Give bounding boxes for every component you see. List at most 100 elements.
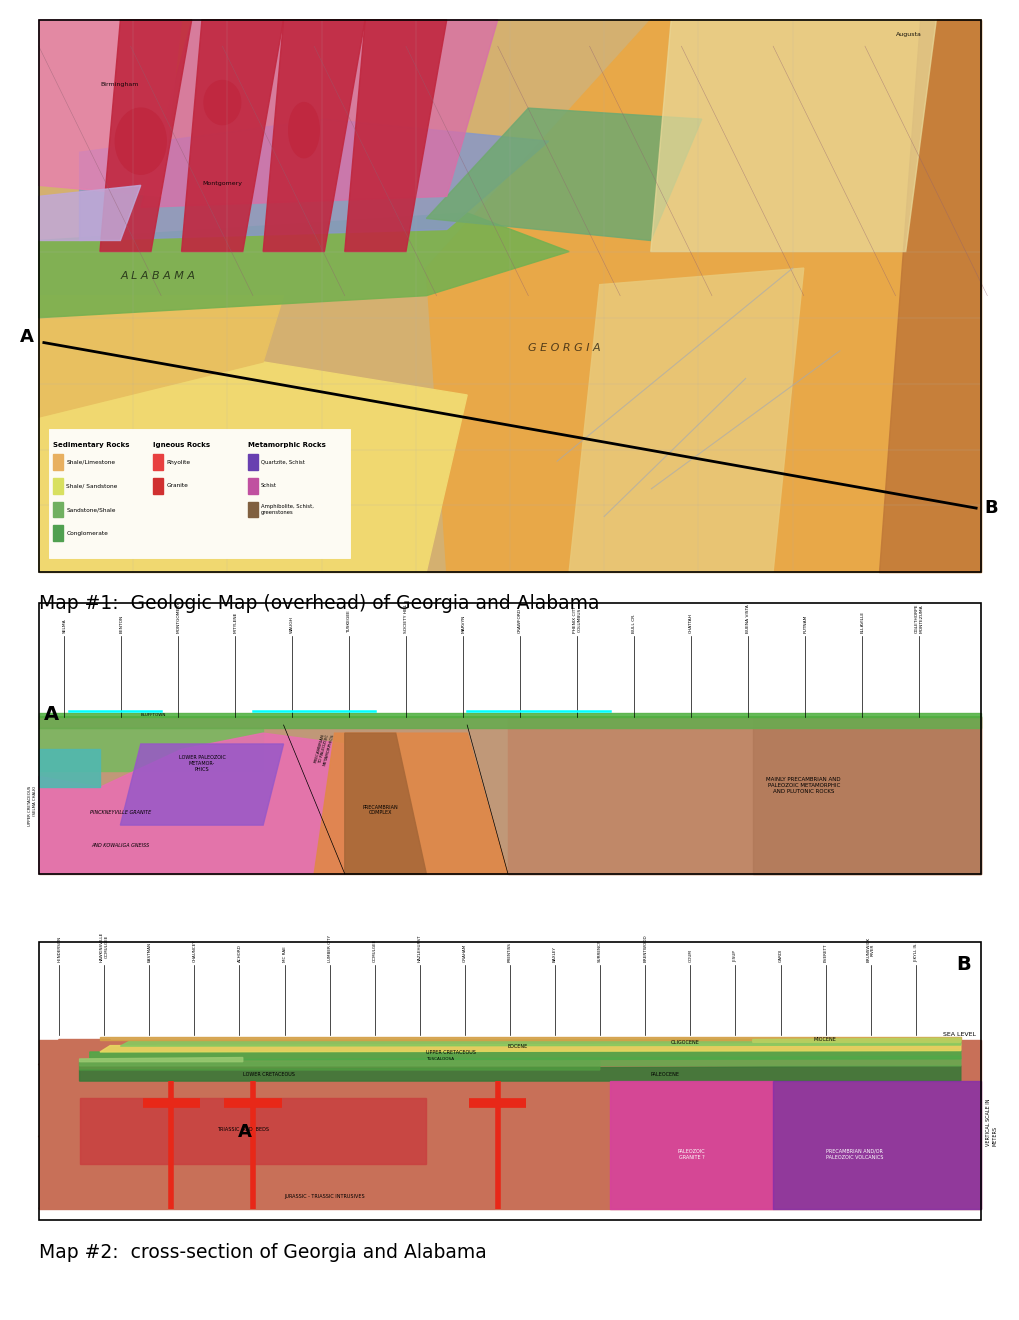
Bar	[153, 478, 163, 494]
Text: CRAWFORD: CRAWFORD	[518, 609, 522, 634]
Text: BENTON: BENTON	[119, 615, 123, 634]
Polygon shape	[120, 744, 283, 825]
Polygon shape	[100, 20, 192, 252]
Bar	[609, 1081, 772, 1209]
Text: BLUFFTOWN: BLUFFTOWN	[141, 713, 166, 717]
Text: MITYLENE: MITYLENE	[233, 611, 237, 634]
Text: SURRENCY: SURRENCY	[597, 940, 601, 962]
Polygon shape	[39, 362, 467, 572]
Text: UPPER CRETACEOUS
(SELMA CHALK): UPPER CRETACEOUS (SELMA CHALK)	[29, 787, 37, 826]
Text: BRUNSWICK
RIVER: BRUNSWICK RIVER	[865, 937, 874, 962]
Polygon shape	[39, 733, 344, 874]
Text: MAINLY PRECAMBRIAN AND
PALEOZOIC METAMORPHIC
AND PLUTONIC ROCKS: MAINLY PRECAMBRIAN AND PALEOZOIC METAMOR…	[765, 777, 841, 793]
Bar	[100, 1036, 960, 1040]
Text: G E O R G I A: G E O R G I A	[528, 343, 600, 352]
Text: Quartzite, Schist: Quartzite, Schist	[261, 459, 305, 465]
Polygon shape	[288, 103, 319, 157]
Text: PHENIX CITY
COLUMBUS: PHENIX CITY COLUMBUS	[573, 606, 581, 634]
Text: ELLAVILLE: ELLAVILLE	[859, 611, 863, 634]
Polygon shape	[426, 20, 980, 572]
Text: VERTICAL SCALE IN
METERS: VERTICAL SCALE IN METERS	[985, 1100, 997, 1146]
Polygon shape	[39, 185, 141, 240]
Text: CHATTAH: CHATTAH	[689, 612, 693, 634]
Polygon shape	[263, 20, 365, 252]
Bar	[39, 942, 980, 1220]
Polygon shape	[79, 1056, 960, 1065]
Bar	[248, 478, 258, 494]
Text: MONTGOMERY: MONTGOMERY	[176, 602, 180, 634]
Bar	[39, 717, 980, 874]
Text: Birmingham: Birmingham	[100, 82, 139, 87]
Polygon shape	[181, 20, 283, 252]
Text: HAZLEHURST: HAZLEHURST	[418, 935, 422, 962]
Bar	[39, 20, 980, 572]
Text: BUENA VISTA: BUENA VISTA	[746, 605, 749, 634]
Text: Granite: Granite	[166, 483, 187, 488]
Bar	[53, 502, 63, 517]
Text: MC RAE: MC RAE	[282, 946, 286, 962]
Bar	[153, 454, 163, 470]
Bar	[53, 525, 63, 541]
Text: SEA LEVEL: SEA LEVEL	[943, 1032, 975, 1036]
Text: HENDERSON: HENDERSON	[57, 936, 61, 962]
Text: Sedimentary Rocks: Sedimentary Rocks	[53, 442, 129, 449]
Polygon shape	[100, 1044, 960, 1052]
Text: OLIGOCENE: OLIGOCENE	[671, 1040, 699, 1045]
Text: SELMA: SELMA	[62, 618, 66, 634]
Polygon shape	[90, 1049, 960, 1060]
Polygon shape	[79, 1057, 243, 1061]
Text: PALEOCENE: PALEOCENE	[650, 1072, 679, 1077]
Text: LOWER PALEOZOIC
METAMOR-
PHICS: LOWER PALEOZOIC METAMOR- PHICS	[178, 755, 225, 772]
Text: SOCIETY HILL: SOCIETY HILL	[404, 605, 408, 634]
Text: AND KOWALIGA GNEISS: AND KOWALIGA GNEISS	[91, 842, 150, 847]
Polygon shape	[39, 1040, 110, 1209]
Text: Schist: Schist	[261, 483, 277, 488]
Text: Rhyolite: Rhyolite	[166, 459, 191, 465]
Text: Map #1:  Geologic Map (overhead) of Georgia and Alabama: Map #1: Geologic Map (overhead) of Georg…	[39, 594, 599, 612]
Text: JESUP: JESUP	[733, 950, 737, 962]
Text: TUSCALOOSA: TUSCALOOSA	[426, 1057, 454, 1061]
Text: Sandstone/Shale: Sandstone/Shale	[66, 507, 116, 512]
Bar	[39, 715, 980, 727]
Polygon shape	[39, 213, 569, 318]
Polygon shape	[79, 1060, 599, 1071]
Text: A: A	[44, 705, 59, 723]
Bar	[507, 717, 980, 874]
Text: HAWKINSVILLE
OCMULGEE: HAWKINSVILLE OCMULGEE	[100, 932, 108, 962]
Polygon shape	[39, 20, 181, 197]
Text: A: A	[237, 1122, 252, 1140]
Text: WAUGH: WAUGH	[290, 616, 293, 634]
Bar	[39, 942, 980, 1220]
Bar	[39, 603, 980, 874]
Polygon shape	[39, 750, 100, 787]
Polygon shape	[115, 108, 166, 174]
Polygon shape	[79, 119, 548, 240]
Text: PRECAMBRIAN AND/OR
PALEOZOIC VOLCANICS: PRECAMBRIAN AND/OR PALEOZOIC VOLCANICS	[825, 1148, 882, 1160]
Polygon shape	[141, 20, 497, 207]
Text: Igneous Rocks: Igneous Rocks	[153, 442, 210, 449]
Polygon shape	[426, 108, 701, 240]
Text: JEKYLL IS.: JEKYLL IS.	[913, 942, 917, 962]
Text: OGLETHORPE
MONTEZUMA: OGLETHORPE MONTEZUMA	[914, 603, 922, 634]
Text: Shale/Limestone: Shale/Limestone	[66, 459, 115, 465]
Bar	[39, 1040, 980, 1209]
Polygon shape	[79, 1065, 960, 1081]
Bar	[53, 454, 63, 470]
Text: EVERETT: EVERETT	[822, 944, 826, 962]
Text: Montgomery: Montgomery	[202, 181, 242, 186]
Text: GRAHAM: GRAHAM	[463, 944, 467, 962]
Polygon shape	[878, 20, 980, 572]
Text: LOWER CRETACEOUS: LOWER CRETACEOUS	[243, 1072, 294, 1077]
Bar	[772, 1081, 980, 1209]
Text: A: A	[19, 329, 34, 346]
Text: OCMULGEE: OCMULGEE	[372, 939, 376, 962]
Polygon shape	[752, 1038, 960, 1043]
Text: TRIASSIC  RED  BEDS: TRIASSIC RED BEDS	[217, 1127, 268, 1133]
Text: Map #2:  cross-section of Georgia and Alabama: Map #2: cross-section of Georgia and Ala…	[39, 1243, 486, 1262]
Text: Conglomerate: Conglomerate	[66, 531, 108, 536]
Text: BULL CR.: BULL CR.	[632, 614, 636, 634]
Text: PRECAMBRIAN
TO PALEOZOIC
METAMORPHICS: PRECAMBRIAN TO PALEOZOIC METAMORPHICS	[314, 731, 334, 767]
Polygon shape	[314, 733, 507, 874]
Text: PRENTISS: PRENTISS	[507, 942, 512, 962]
Polygon shape	[39, 296, 283, 417]
